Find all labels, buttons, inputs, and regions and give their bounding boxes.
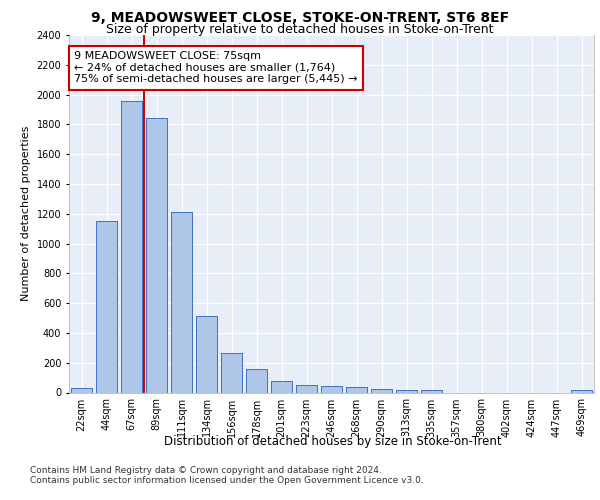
Bar bbox=[271, 380, 292, 392]
Bar bbox=[196, 316, 217, 392]
Bar bbox=[171, 212, 192, 392]
Bar bbox=[346, 387, 367, 392]
Bar bbox=[321, 386, 342, 392]
Bar bbox=[246, 370, 267, 392]
Text: Distribution of detached houses by size in Stoke-on-Trent: Distribution of detached houses by size … bbox=[164, 434, 502, 448]
Bar bbox=[396, 390, 417, 392]
Text: 9 MEADOWSWEET CLOSE: 75sqm
← 24% of detached houses are smaller (1,764)
75% of s: 9 MEADOWSWEET CLOSE: 75sqm ← 24% of deta… bbox=[74, 51, 358, 84]
Bar bbox=[121, 100, 142, 393]
Text: Size of property relative to detached houses in Stoke-on-Trent: Size of property relative to detached ho… bbox=[106, 22, 494, 36]
Bar bbox=[571, 390, 592, 392]
Bar bbox=[371, 389, 392, 392]
Bar bbox=[346, 387, 367, 392]
Bar bbox=[396, 390, 417, 392]
Bar bbox=[171, 212, 192, 392]
Bar bbox=[121, 100, 142, 393]
Y-axis label: Number of detached properties: Number of detached properties bbox=[21, 126, 31, 302]
Bar bbox=[221, 353, 242, 393]
Text: Contains public sector information licensed under the Open Government Licence v3: Contains public sector information licen… bbox=[30, 476, 424, 485]
Bar bbox=[196, 316, 217, 392]
Text: Contains HM Land Registry data © Crown copyright and database right 2024.: Contains HM Land Registry data © Crown c… bbox=[30, 466, 382, 475]
Bar bbox=[571, 390, 592, 392]
Bar bbox=[71, 388, 92, 392]
Bar bbox=[96, 221, 117, 392]
Bar bbox=[296, 385, 317, 392]
Bar bbox=[71, 388, 92, 392]
Bar bbox=[421, 390, 442, 392]
Bar bbox=[146, 118, 167, 392]
Text: 9, MEADOWSWEET CLOSE, STOKE-ON-TRENT, ST6 8EF: 9, MEADOWSWEET CLOSE, STOKE-ON-TRENT, ST… bbox=[91, 11, 509, 25]
Bar bbox=[146, 118, 167, 392]
Bar bbox=[421, 390, 442, 392]
Bar bbox=[246, 370, 267, 392]
Bar bbox=[371, 389, 392, 392]
Bar bbox=[321, 386, 342, 392]
Bar bbox=[271, 380, 292, 392]
Bar bbox=[96, 221, 117, 392]
Bar bbox=[296, 385, 317, 392]
Bar bbox=[221, 353, 242, 393]
